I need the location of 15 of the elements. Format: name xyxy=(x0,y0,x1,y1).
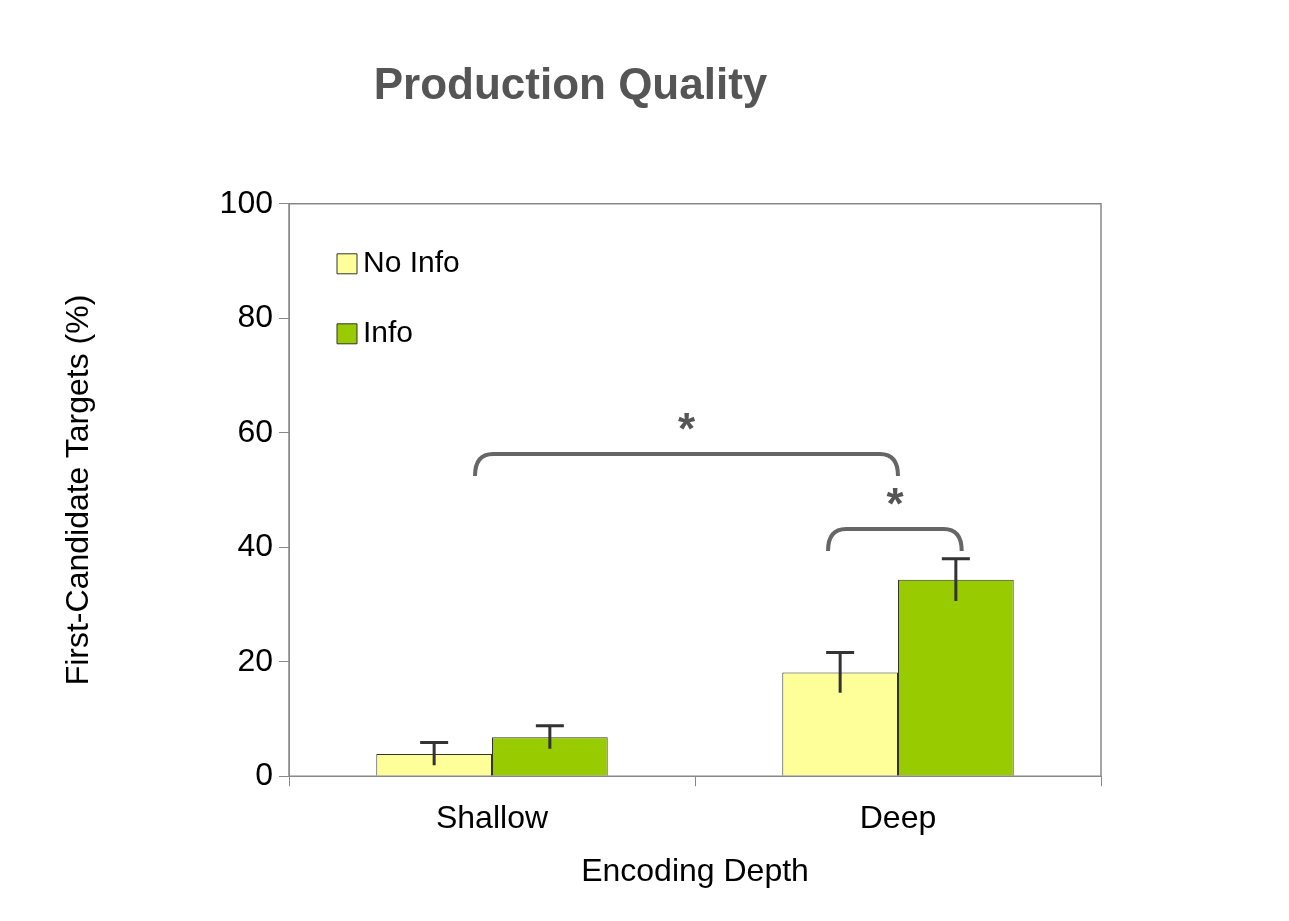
y-tick-label: 20 xyxy=(237,641,273,678)
y-tick-label: 60 xyxy=(237,412,273,449)
y-tick-label: 80 xyxy=(237,298,273,335)
legend-label: No Info xyxy=(363,245,460,279)
y-tick-label: 0 xyxy=(255,756,273,793)
legend-label: Info xyxy=(363,315,414,349)
annotation: * xyxy=(677,403,696,453)
chart-title: Production Quality xyxy=(373,58,768,108)
x-tick-label: Deep xyxy=(859,799,937,836)
x-axis-title: Encoding Depth xyxy=(581,851,809,888)
y-tick-label: 40 xyxy=(237,527,273,564)
annotation: * xyxy=(886,478,905,528)
y-tick-label: 100 xyxy=(219,183,273,220)
x-tick-label: Shallow xyxy=(435,799,549,836)
y-axis-title: First-Candidate Targets (%) xyxy=(59,294,96,686)
